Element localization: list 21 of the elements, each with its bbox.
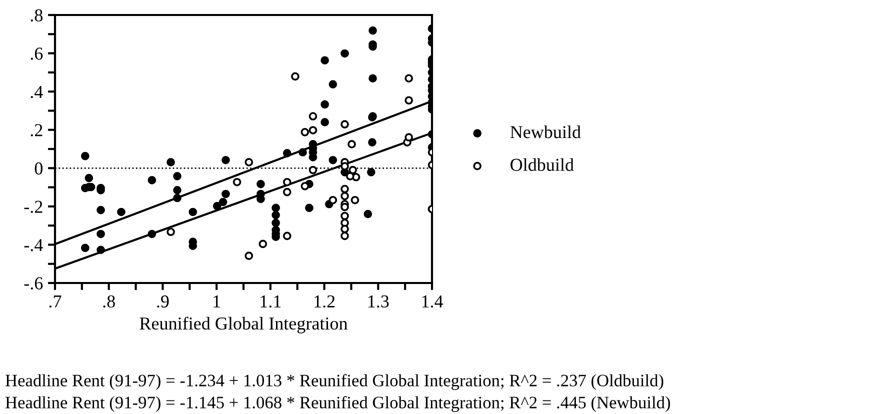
x-tick-label: .8	[103, 295, 115, 308]
x-tick-label: .7	[49, 296, 62, 308]
legend-label: Newbuild	[510, 126, 581, 138]
x-tick-label: 1	[214, 295, 220, 308]
x-tick-label: 1.4	[422, 295, 444, 308]
y-tick-label: .2	[30, 124, 42, 136]
y-tick-label: .8	[30, 9, 43, 22]
y-tick-label: .4	[30, 86, 43, 98]
y-tick-label: -.2	[24, 200, 42, 213]
legend-label: Oldbuild	[510, 158, 574, 171]
x-axis-title: Reunified Global Integration	[140, 316, 348, 334]
x-tick-label: 1.3	[368, 295, 389, 308]
text: Headline Rent (91-97) = -1.234 + 1.013 * Reunified Global Integration; R^2 = .237 (Oldbuild)	[6, 374, 664, 390]
y-tick-label: 0	[34, 162, 43, 175]
y-tick-label: -.4	[24, 239, 43, 252]
x-tick-label: .9	[157, 295, 169, 308]
y-tick-label: -.6	[24, 277, 43, 290]
x-tick-label: 1.2	[314, 295, 335, 308]
text: Headline Rent (91-97) = -1.145 + 1.068 * Reunified Global Integration; R^2 = .445 (Newbuild)	[6, 396, 670, 412]
x-tick-label: 1.1	[260, 295, 281, 308]
y-tick-label: .6	[30, 48, 43, 60]
